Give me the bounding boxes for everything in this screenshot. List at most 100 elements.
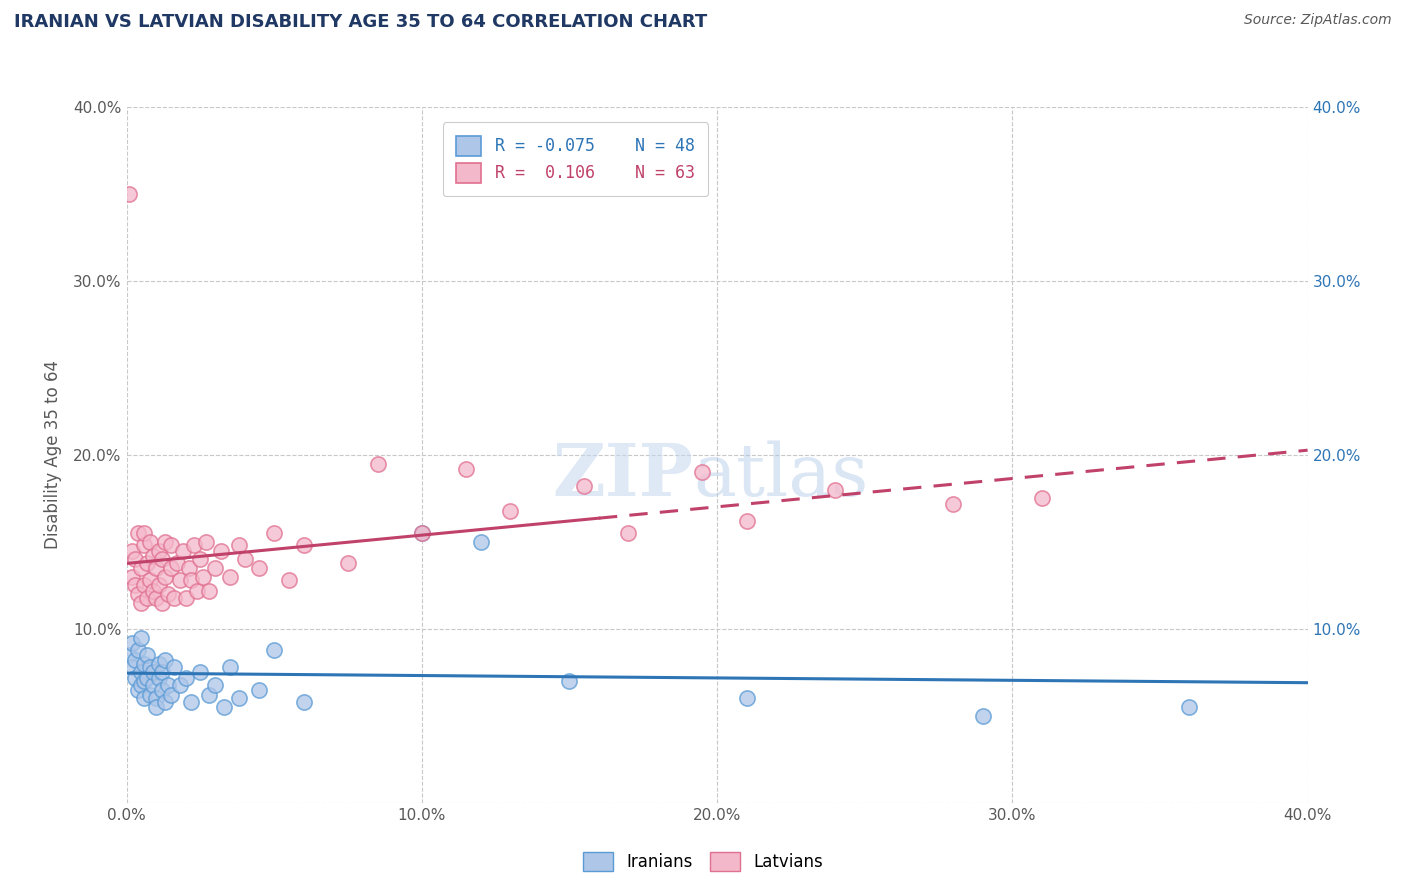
- Point: [150, 552, 173, 566]
- Point: [193, 570, 215, 584]
- Point: [470, 534, 492, 549]
- Point: [735, 691, 758, 706]
- Point: [136, 648, 159, 662]
- Point: [124, 578, 146, 592]
- Point: [145, 691, 167, 706]
- Point: [142, 677, 165, 691]
- Point: [292, 538, 315, 552]
- Point: [142, 583, 165, 598]
- Point: [186, 583, 208, 598]
- Legend: R = -0.075    N = 48, R =  0.106    N = 63: R = -0.075 N = 48, R = 0.106 N = 63: [443, 122, 707, 196]
- Point: [172, 543, 194, 558]
- Point: [159, 538, 183, 552]
- Y-axis label: Disability Age 35 to 64: Disability Age 35 to 64: [44, 360, 62, 549]
- Point: [1178, 700, 1201, 714]
- Point: [411, 526, 433, 541]
- Point: [150, 665, 173, 680]
- Point: [134, 526, 156, 541]
- Point: [148, 543, 170, 558]
- Point: [118, 187, 141, 202]
- Legend: Iranians, Latvians: Iranians, Latvians: [575, 843, 831, 880]
- Point: [153, 570, 176, 584]
- Point: [136, 591, 159, 605]
- Point: [180, 573, 202, 587]
- Point: [121, 660, 143, 674]
- Point: [228, 538, 250, 552]
- Point: [263, 642, 285, 657]
- Point: [156, 587, 179, 601]
- Text: Source: ZipAtlas.com: Source: ZipAtlas.com: [1244, 13, 1392, 28]
- Point: [617, 526, 640, 541]
- Point: [188, 665, 211, 680]
- Point: [735, 514, 758, 528]
- Point: [163, 591, 186, 605]
- Point: [134, 657, 156, 671]
- Point: [183, 538, 205, 552]
- Point: [124, 671, 146, 685]
- Point: [177, 561, 200, 575]
- Point: [574, 479, 596, 493]
- Point: [136, 556, 159, 570]
- Point: [153, 534, 176, 549]
- Point: [174, 591, 197, 605]
- Point: [166, 556, 188, 570]
- Point: [121, 636, 143, 650]
- Point: [139, 534, 162, 549]
- Point: [150, 596, 173, 610]
- Point: [690, 466, 713, 480]
- Point: [142, 549, 165, 563]
- Point: [499, 503, 522, 517]
- Point: [145, 700, 167, 714]
- Point: [118, 648, 141, 662]
- Point: [174, 671, 197, 685]
- Point: [204, 561, 226, 575]
- Point: [139, 688, 162, 702]
- Point: [219, 660, 242, 674]
- Point: [292, 695, 315, 709]
- Point: [148, 671, 170, 685]
- Point: [159, 561, 183, 575]
- Text: atlas: atlas: [693, 441, 869, 511]
- Point: [454, 462, 477, 476]
- Point: [212, 700, 235, 714]
- Point: [1031, 491, 1053, 506]
- Point: [169, 573, 191, 587]
- Point: [198, 583, 221, 598]
- Point: [134, 674, 156, 689]
- Point: [263, 526, 285, 541]
- Point: [153, 695, 176, 709]
- Point: [198, 688, 221, 702]
- Point: [127, 526, 149, 541]
- Point: [163, 660, 186, 674]
- Point: [134, 538, 156, 552]
- Point: [824, 483, 846, 497]
- Point: [121, 543, 143, 558]
- Point: [129, 677, 153, 691]
- Point: [219, 570, 242, 584]
- Point: [366, 457, 388, 471]
- Point: [278, 573, 301, 587]
- Point: [247, 682, 270, 697]
- Point: [129, 665, 153, 680]
- Point: [134, 691, 156, 706]
- Point: [558, 674, 581, 689]
- Text: ZIP: ZIP: [553, 441, 693, 511]
- Point: [942, 497, 965, 511]
- Point: [150, 682, 173, 697]
- Point: [180, 695, 202, 709]
- Text: IRANIAN VS LATVIAN DISABILITY AGE 35 TO 64 CORRELATION CHART: IRANIAN VS LATVIAN DISABILITY AGE 35 TO …: [14, 13, 707, 31]
- Point: [145, 591, 167, 605]
- Point: [129, 631, 153, 645]
- Point: [127, 587, 149, 601]
- Point: [139, 573, 162, 587]
- Point: [121, 570, 143, 584]
- Point: [129, 596, 153, 610]
- Point: [148, 657, 170, 671]
- Point: [228, 691, 250, 706]
- Point: [204, 677, 226, 691]
- Point: [972, 708, 994, 723]
- Point: [233, 552, 256, 566]
- Point: [134, 578, 156, 592]
- Point: [156, 677, 179, 691]
- Point: [127, 682, 149, 697]
